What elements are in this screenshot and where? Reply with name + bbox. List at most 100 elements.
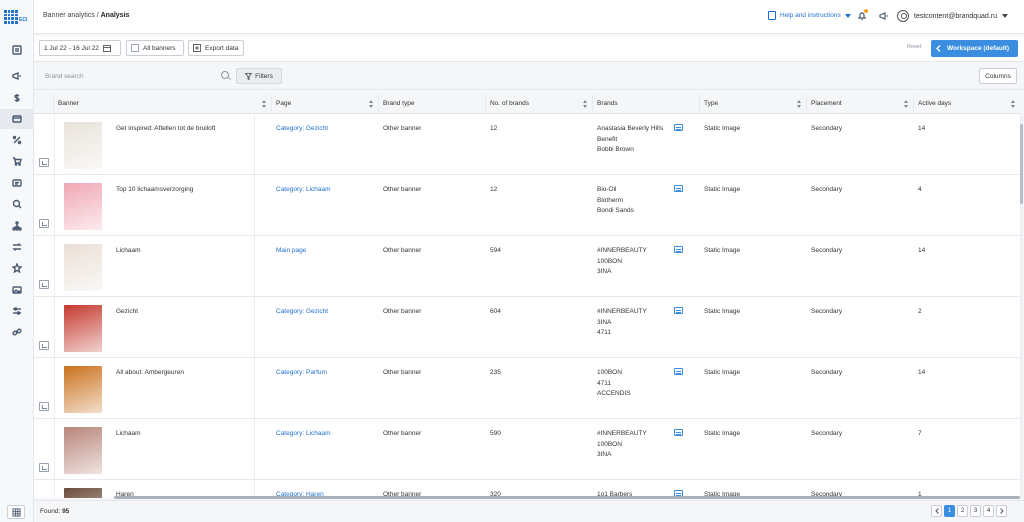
banner-thumbnail[interactable] (64, 427, 102, 474)
sidebar-item-banners[interactable] (0, 109, 34, 129)
help-menu[interactable]: Help and instructions (768, 11, 851, 20)
sidebar-item-content[interactable] (0, 173, 34, 193)
sidebar-item-settings[interactable] (0, 301, 34, 321)
banner-thumbnail[interactable] (64, 122, 102, 169)
sidebar-item-prices[interactable] (0, 88, 34, 108)
column-header-brand-type[interactable]: Brand type (379, 94, 486, 114)
sort-icon[interactable] (262, 100, 267, 108)
brands-list-icon[interactable] (674, 429, 683, 436)
placement: Secondary (811, 125, 843, 132)
filters-button[interactable]: Filters (236, 68, 282, 84)
chart-icon[interactable] (39, 219, 49, 228)
table-row[interactable]: Lichaam Main page Other banner 594 #INNERBEA… (34, 236, 1020, 297)
page-link[interactable]: Main page (276, 247, 307, 254)
table-row[interactable]: Gezicht Category: Gezicht Other banner 604 #… (34, 297, 1020, 358)
user-menu[interactable]: testcontent@brandquad.ru (897, 10, 1008, 22)
brands-list: #INNERBEAUTY 3INA 4711 (597, 307, 647, 339)
all-banners-checkbox[interactable] (131, 44, 139, 52)
table-row[interactable]: All about: Ambergeuren Category: Parfum Ot… (34, 358, 1020, 419)
banner-thumbnail[interactable] (64, 183, 102, 230)
pagination: 1 2 3 4 (931, 505, 1007, 517)
workspace-button[interactable]: Workspace (default) (931, 40, 1018, 57)
sidebar-item-promotions[interactable] (0, 130, 34, 150)
brands-list-icon[interactable] (674, 368, 683, 375)
sidebar-item-campaigns[interactable] (0, 66, 34, 86)
brands-list-icon[interactable] (674, 246, 683, 253)
sidebar-item-favorites[interactable] (0, 258, 34, 278)
banner-thumbnail[interactable] (64, 366, 102, 413)
page-button-1[interactable]: 1 (944, 505, 955, 517)
announcements-icon[interactable] (879, 11, 889, 21)
page-link[interactable]: Category: Lichaam (276, 186, 331, 193)
sidebar-item-media[interactable] (0, 280, 34, 300)
page-link[interactable]: Category: Lichaam (276, 430, 331, 437)
page-link[interactable]: Category: Haren (276, 491, 324, 498)
column-header-banner[interactable]: Banner (54, 94, 272, 114)
chart-icon[interactable] (39, 402, 49, 411)
all-banners-toggle[interactable]: All banners (126, 40, 184, 56)
brand-search-input[interactable]: Brand search (40, 68, 232, 84)
brand-name: 3INA (597, 268, 612, 276)
sidebar-item-search[interactable] (0, 194, 34, 214)
columns-button[interactable]: Columns (979, 68, 1017, 84)
table-footer: Found: 95 1 2 3 4 (34, 500, 1024, 522)
brand-name: 100BON (597, 369, 622, 376)
page-button-4[interactable]: 4 (983, 505, 994, 517)
table-row[interactable]: Haren Category: Haren Other banner 320 1o1 B… (34, 480, 1020, 498)
sort-icon[interactable] (797, 100, 802, 108)
prev-page-button[interactable] (931, 505, 942, 517)
brands-list-icon[interactable] (674, 124, 683, 131)
date-range-picker[interactable]: 1 Jul 22 - 16 Jul 22 (39, 40, 121, 56)
sort-icon[interactable] (583, 100, 588, 108)
export-data-button[interactable]: Export data (188, 40, 244, 56)
scrollbar-thumb[interactable] (1020, 124, 1023, 204)
chart-icon[interactable] (39, 280, 49, 289)
table-row[interactable]: Lichaam Category: Lichaam Other banner 590 #… (34, 419, 1020, 480)
banner-thumbnail[interactable] (64, 244, 102, 291)
chart-icon[interactable] (39, 463, 49, 472)
table-row[interactable]: Top 10 lichaamsverzorging Category: Licha… (34, 175, 1020, 236)
page-link[interactable]: Category: Parfum (276, 369, 327, 376)
chart-icon[interactable] (39, 341, 49, 350)
no-of-brands: 590 (490, 430, 501, 437)
banner-thumbnail[interactable] (64, 305, 102, 352)
column-header-active-days[interactable]: Active days (914, 94, 1020, 114)
active-days: 14 (918, 247, 926, 254)
brands-list-icon[interactable] (674, 307, 683, 314)
chart-icon[interactable] (39, 158, 49, 167)
page-button-3[interactable]: 3 (970, 505, 981, 517)
next-page-button[interactable] (996, 505, 1007, 517)
table-view-icon[interactable] (7, 505, 25, 519)
sidebar-item-hierarchy[interactable] (0, 216, 34, 236)
column-header-placement[interactable]: Placement (807, 94, 914, 114)
export-label: Export data (205, 44, 239, 52)
column-header-brands[interactable]: Brands (593, 94, 700, 114)
sidebar-item-shop[interactable] (0, 151, 34, 171)
placement: Secondary (811, 247, 843, 254)
breadcrumb-parent[interactable]: Banner analytics (43, 12, 95, 19)
banner-thumbnail[interactable] (64, 488, 102, 498)
sort-icon[interactable] (369, 100, 374, 108)
column-divider (254, 236, 255, 297)
sidebar-item-compare[interactable] (0, 237, 34, 257)
table-row[interactable]: Get inspired: Aftellen tot de bruiloft Ca… (34, 114, 1020, 175)
column-header-no-of-brands[interactable]: No. of brands (486, 94, 593, 114)
vertical-scrollbar[interactable] (1020, 114, 1023, 498)
notifications-icon[interactable] (857, 9, 868, 21)
brands-list-icon[interactable] (674, 185, 683, 192)
column-header-type[interactable]: Type (700, 94, 807, 114)
eci-logo[interactable]: ECI (4, 10, 30, 26)
page-button-2[interactable]: 2 (957, 505, 968, 517)
page-link[interactable]: Category: Gezicht (276, 308, 329, 315)
page-link[interactable]: Category: Gezicht (276, 125, 329, 132)
reset-button[interactable]: Reset (907, 44, 922, 50)
sort-icon[interactable] (1011, 100, 1016, 108)
sidebar-item-links[interactable] (0, 322, 34, 342)
chevron-down-icon (844, 13, 851, 18)
column-header-page[interactable]: Page (272, 94, 379, 114)
sort-icon[interactable] (904, 100, 909, 108)
menu-toggle-icon[interactable] (0, 40, 34, 60)
horizontal-scrollbar[interactable] (114, 496, 1020, 499)
active-days: 7 (918, 430, 922, 437)
chevron-right-icon (999, 508, 1004, 514)
